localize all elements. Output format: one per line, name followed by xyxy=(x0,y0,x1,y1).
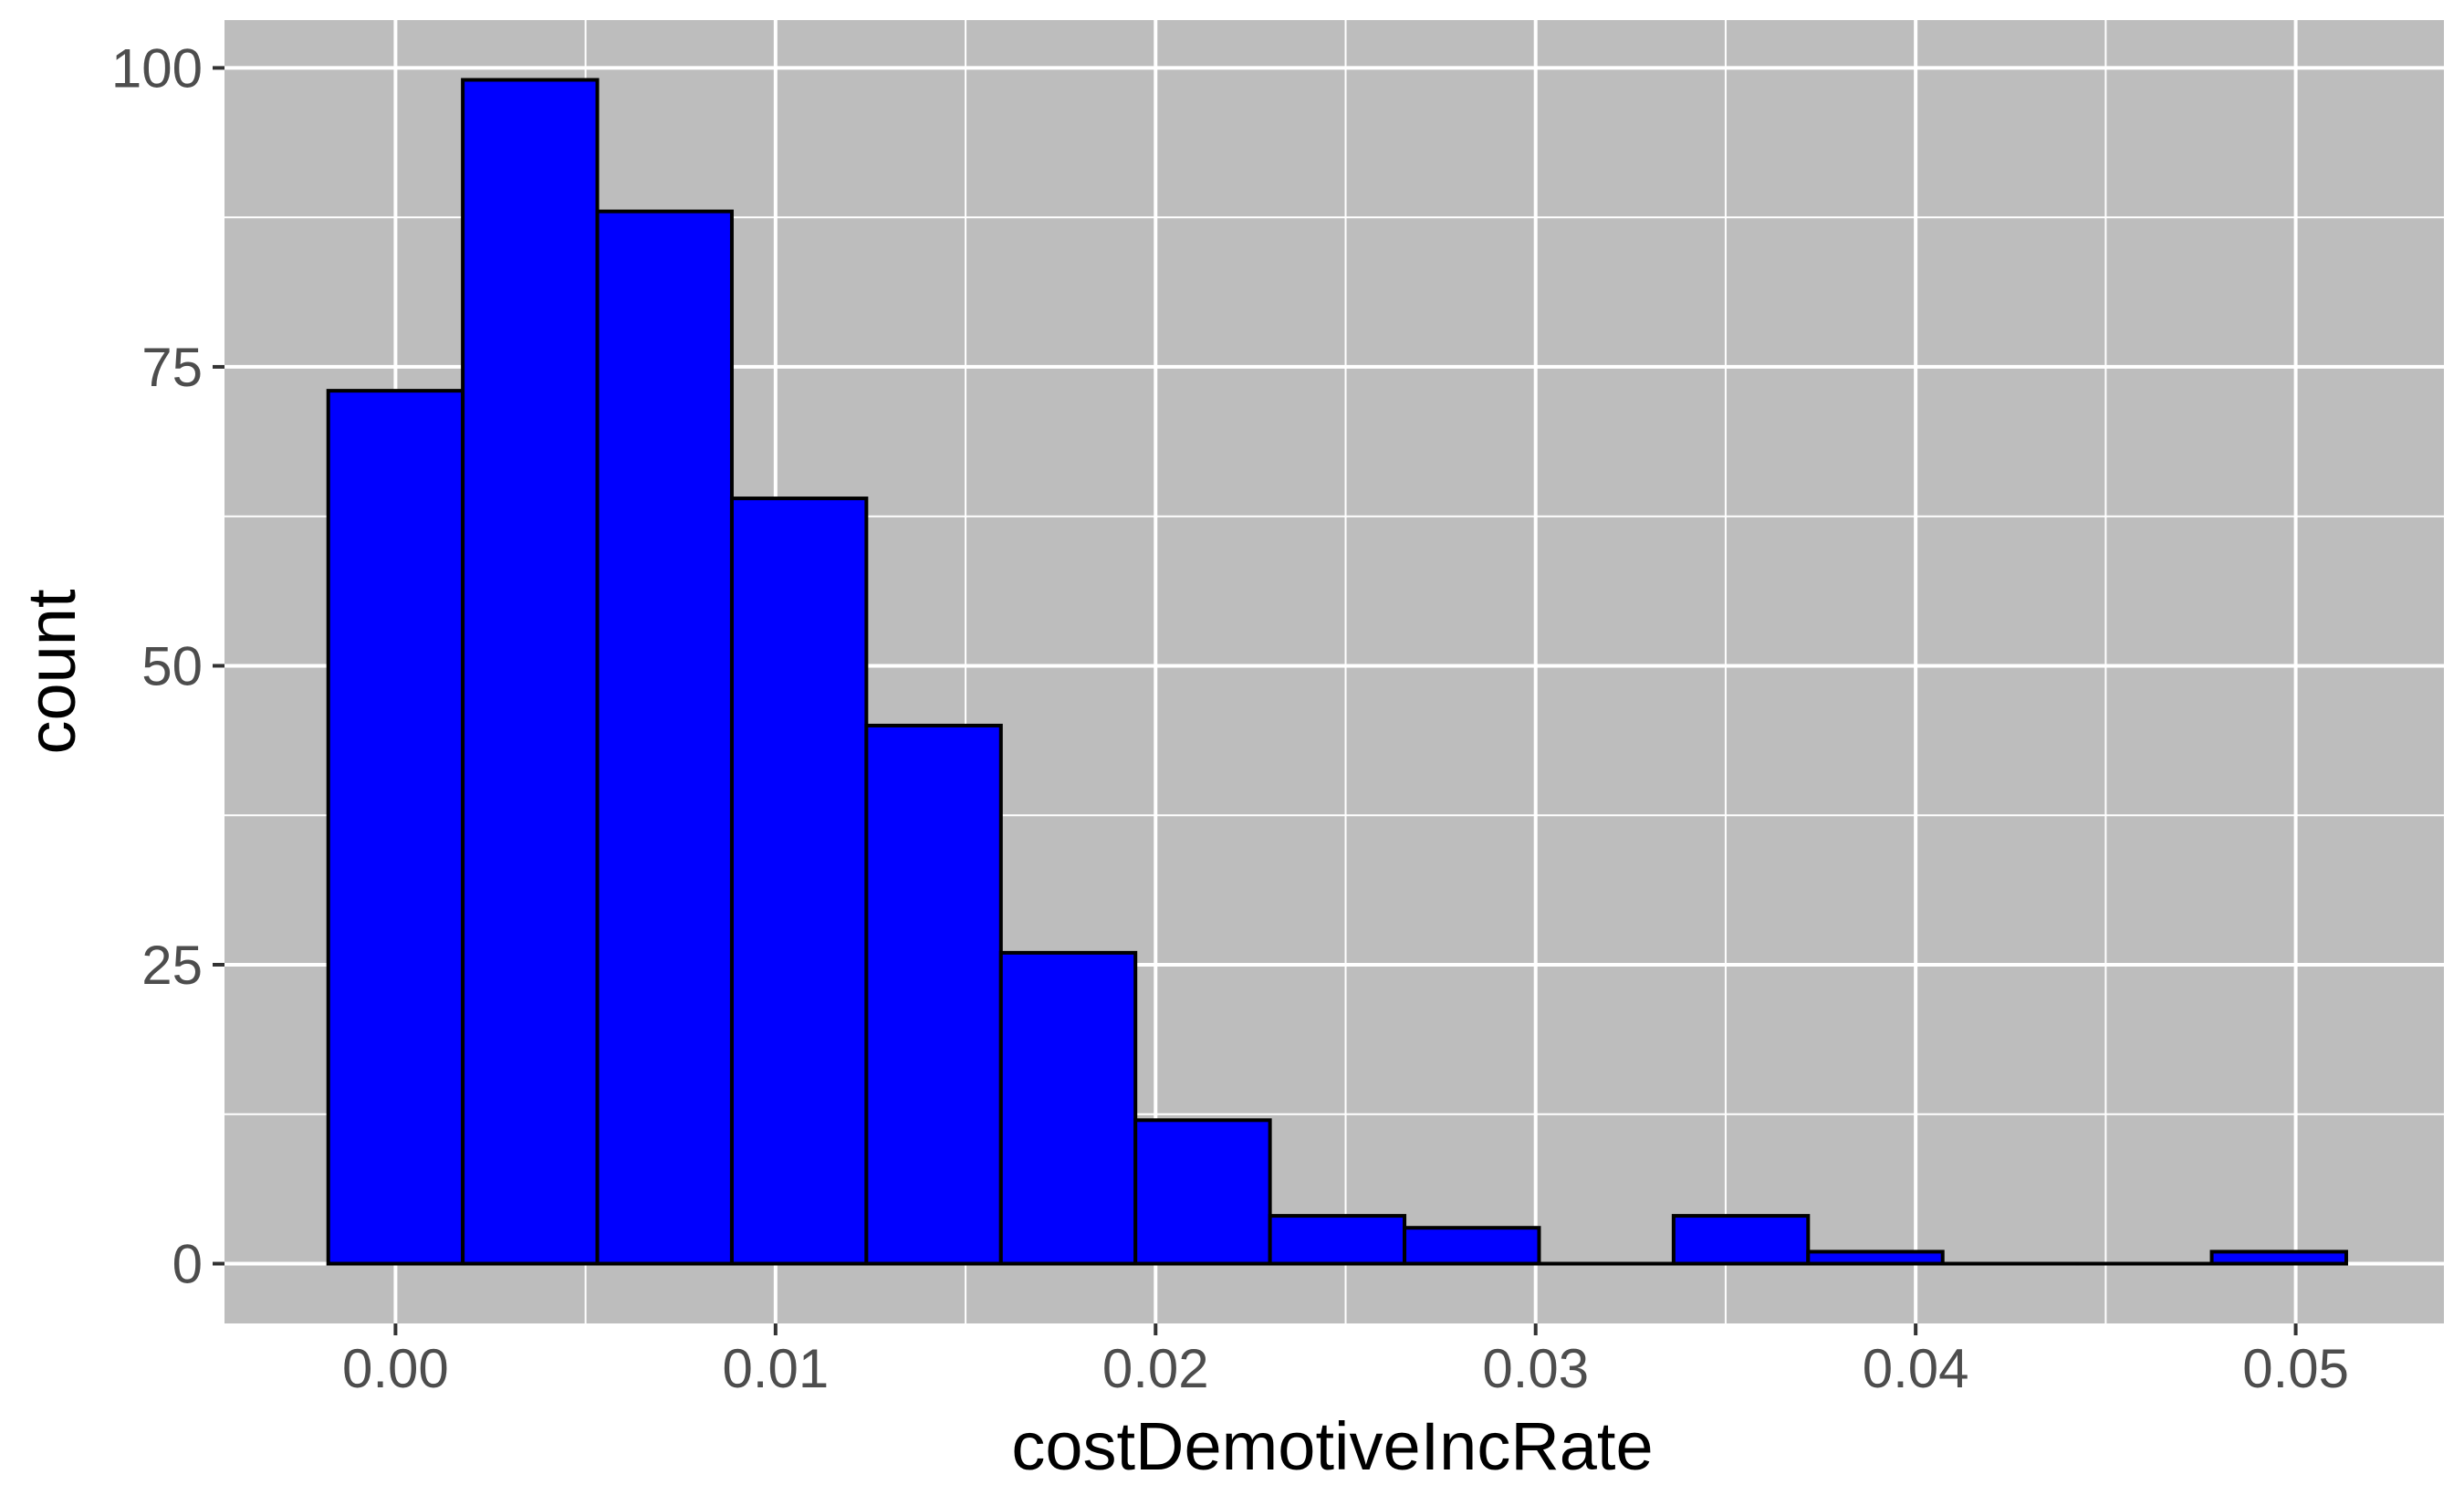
x-tick-label: 0.01 xyxy=(722,1338,829,1399)
y-tick-label: 75 xyxy=(141,337,203,398)
histogram-bar-7 xyxy=(1268,1214,1407,1266)
y-axis-title: count xyxy=(14,589,89,754)
histogram-bar-2 xyxy=(595,209,734,1266)
histogram-bar-1 xyxy=(461,78,600,1266)
histogram-bar-6 xyxy=(1133,1118,1272,1266)
histogram-bar-11 xyxy=(1806,1250,1945,1266)
x-tick-label: 0.04 xyxy=(1863,1338,1969,1399)
histogram-bar-3 xyxy=(729,497,869,1266)
histogram-bar-5 xyxy=(998,950,1138,1266)
histogram-bar-8 xyxy=(1403,1226,1541,1266)
y-tick-label: 25 xyxy=(141,935,203,996)
y-tick-label: 0 xyxy=(172,1233,203,1294)
x-axis-ticks: 0.00 0.01 0.02 0.03 0.04 0.05 xyxy=(342,1323,2349,1399)
y-tick-label: 100 xyxy=(111,37,203,99)
x-tick-label: 0.03 xyxy=(1482,1338,1589,1399)
histogram-bar-14 xyxy=(2209,1250,2348,1266)
histogram-bar-10 xyxy=(1671,1214,1811,1266)
x-tick-label: 0.02 xyxy=(1102,1338,1209,1399)
x-tick-label: 0.00 xyxy=(342,1338,449,1399)
histogram-bar-0 xyxy=(326,389,465,1266)
y-tick-label: 50 xyxy=(141,635,203,696)
y-axis-ticks: 0 25 50 75 100 xyxy=(111,37,224,1294)
histogram-bar-4 xyxy=(864,723,1003,1266)
x-axis-title: costDemotiveIncRate xyxy=(1011,1408,1653,1484)
histogram-bars xyxy=(326,78,2348,1266)
x-tick-label: 0.05 xyxy=(2242,1338,2349,1399)
